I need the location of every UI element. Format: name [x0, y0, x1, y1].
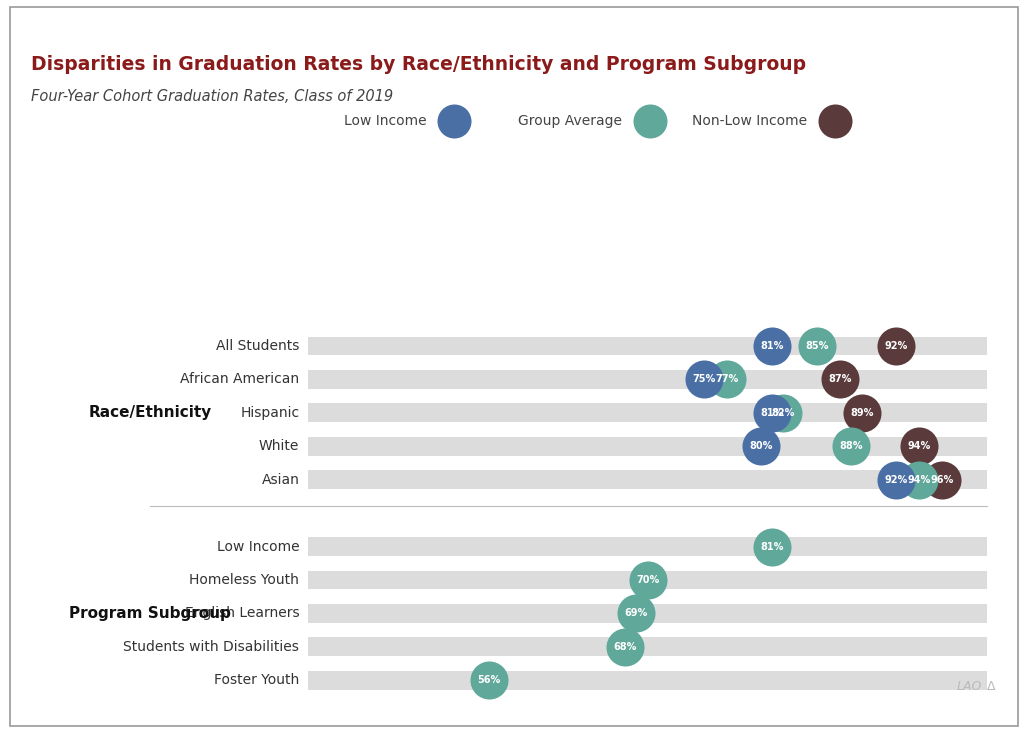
Text: English Learners: English Learners: [185, 606, 299, 620]
Point: [911, 441, 927, 452]
Text: 94%: 94%: [908, 441, 930, 452]
Point: [719, 374, 735, 386]
FancyBboxPatch shape: [308, 370, 987, 388]
Text: Low Income: Low Income: [344, 114, 427, 128]
Text: 94%: 94%: [908, 475, 930, 485]
Point: [639, 574, 656, 586]
Point: [764, 541, 780, 553]
Text: 56%: 56%: [478, 675, 501, 685]
Text: 80%: 80%: [749, 441, 772, 452]
Point: [827, 115, 843, 128]
Point: [888, 340, 905, 352]
Text: 68%: 68%: [614, 642, 636, 652]
Text: White: White: [259, 439, 299, 453]
Text: African American: African American: [180, 372, 299, 386]
Text: 92%: 92%: [885, 341, 908, 351]
FancyBboxPatch shape: [308, 471, 987, 489]
Point: [775, 407, 792, 419]
FancyBboxPatch shape: [308, 537, 987, 556]
FancyBboxPatch shape: [308, 638, 987, 656]
FancyBboxPatch shape: [308, 671, 987, 690]
Text: 70%: 70%: [636, 575, 659, 585]
Text: Δ: Δ: [987, 679, 995, 693]
Text: All Students: All Students: [216, 339, 299, 353]
Text: Program Subgroup: Program Subgroup: [69, 606, 231, 621]
Text: Foster Youth: Foster Youth: [214, 674, 299, 688]
Point: [809, 340, 825, 352]
Point: [641, 115, 658, 128]
Text: 82%: 82%: [772, 408, 795, 418]
Text: Students with Disabilities: Students with Disabilities: [123, 640, 299, 654]
Point: [832, 374, 848, 386]
Text: Low Income: Low Income: [217, 539, 299, 553]
Text: 75%: 75%: [693, 375, 715, 384]
Text: 81%: 81%: [761, 341, 783, 351]
Text: 96%: 96%: [930, 475, 953, 485]
Text: LAO: LAO: [956, 679, 982, 693]
Text: Non-Low Income: Non-Low Income: [692, 114, 807, 128]
Point: [911, 474, 927, 485]
Text: Four-Year Cohort Graduation Rates, Class of 2019: Four-Year Cohort Graduation Rates, Class…: [31, 89, 393, 104]
FancyBboxPatch shape: [308, 437, 987, 456]
Text: 92%: 92%: [885, 475, 908, 485]
Point: [933, 474, 950, 485]
Point: [888, 474, 905, 485]
Text: Hispanic: Hispanic: [241, 406, 299, 420]
Text: Race/Ethnicity: Race/Ethnicity: [88, 405, 212, 420]
Text: Homeless Youth: Homeless Youth: [189, 573, 299, 587]
Text: Figure 14: Figure 14: [34, 11, 115, 26]
Text: 69%: 69%: [625, 608, 648, 619]
Point: [628, 608, 645, 619]
Point: [446, 115, 463, 128]
FancyBboxPatch shape: [308, 336, 987, 356]
Point: [764, 407, 780, 419]
Point: [854, 407, 871, 419]
Text: 77%: 77%: [715, 375, 738, 384]
Text: Asian: Asian: [261, 473, 299, 487]
FancyBboxPatch shape: [308, 403, 987, 422]
Point: [617, 641, 633, 652]
Point: [696, 374, 712, 386]
Text: Disparities in Graduation Rates by Race/Ethnicity and Program Subgroup: Disparities in Graduation Rates by Race/…: [31, 55, 806, 74]
Text: 89%: 89%: [851, 408, 874, 418]
Text: 81%: 81%: [761, 542, 783, 551]
Point: [752, 441, 769, 452]
Text: 88%: 88%: [840, 441, 862, 452]
Text: Group Average: Group Average: [518, 114, 622, 128]
Point: [481, 674, 498, 686]
FancyBboxPatch shape: [308, 604, 987, 623]
Point: [843, 441, 859, 452]
Point: [764, 340, 780, 352]
Text: 85%: 85%: [806, 341, 829, 351]
Text: 87%: 87%: [829, 375, 851, 384]
FancyBboxPatch shape: [308, 570, 987, 589]
Text: 81%: 81%: [761, 408, 783, 418]
